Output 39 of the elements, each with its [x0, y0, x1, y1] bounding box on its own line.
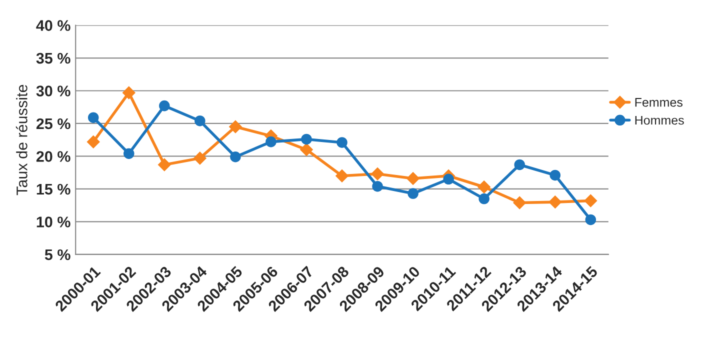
y-tick-label: 5 %: [44, 249, 70, 260]
point: [548, 196, 562, 208]
point: [336, 169, 348, 182]
point: [86, 135, 100, 148]
point: [550, 170, 560, 181]
point: [336, 137, 348, 148]
point: [158, 158, 171, 172]
point: [443, 174, 454, 185]
point: [88, 112, 99, 123]
point: [408, 188, 418, 199]
y-tick-label: 20 %: [36, 151, 70, 162]
point: [478, 180, 490, 194]
y-tick-label: 30 %: [36, 86, 70, 96]
point: [194, 115, 206, 126]
point: [194, 152, 206, 165]
point: [584, 194, 598, 208]
point: [513, 196, 526, 210]
point: [478, 193, 490, 204]
point: [159, 100, 170, 112]
y-tick-label: 35 %: [36, 52, 70, 64]
point: [300, 143, 313, 156]
y-tick-label: 25 %: [36, 118, 70, 130]
legend-label: Femmes: [635, 98, 682, 107]
y-tick-label: 15 %: [36, 184, 70, 195]
point: [372, 180, 383, 192]
point: [122, 86, 136, 100]
point: [230, 151, 241, 162]
point: [371, 167, 384, 180]
point: [585, 214, 596, 226]
point: [514, 159, 525, 170]
y-tick-label: 40 %: [36, 20, 70, 31]
y-tick-label: 10 %: [36, 216, 70, 228]
point: [229, 120, 242, 134]
point: [406, 172, 420, 185]
point: [266, 136, 276, 148]
y-axis-title: Taux de réussite: [16, 84, 28, 196]
point: [124, 148, 134, 159]
point: [301, 134, 312, 145]
legend-label: Hommes: [635, 116, 684, 125]
